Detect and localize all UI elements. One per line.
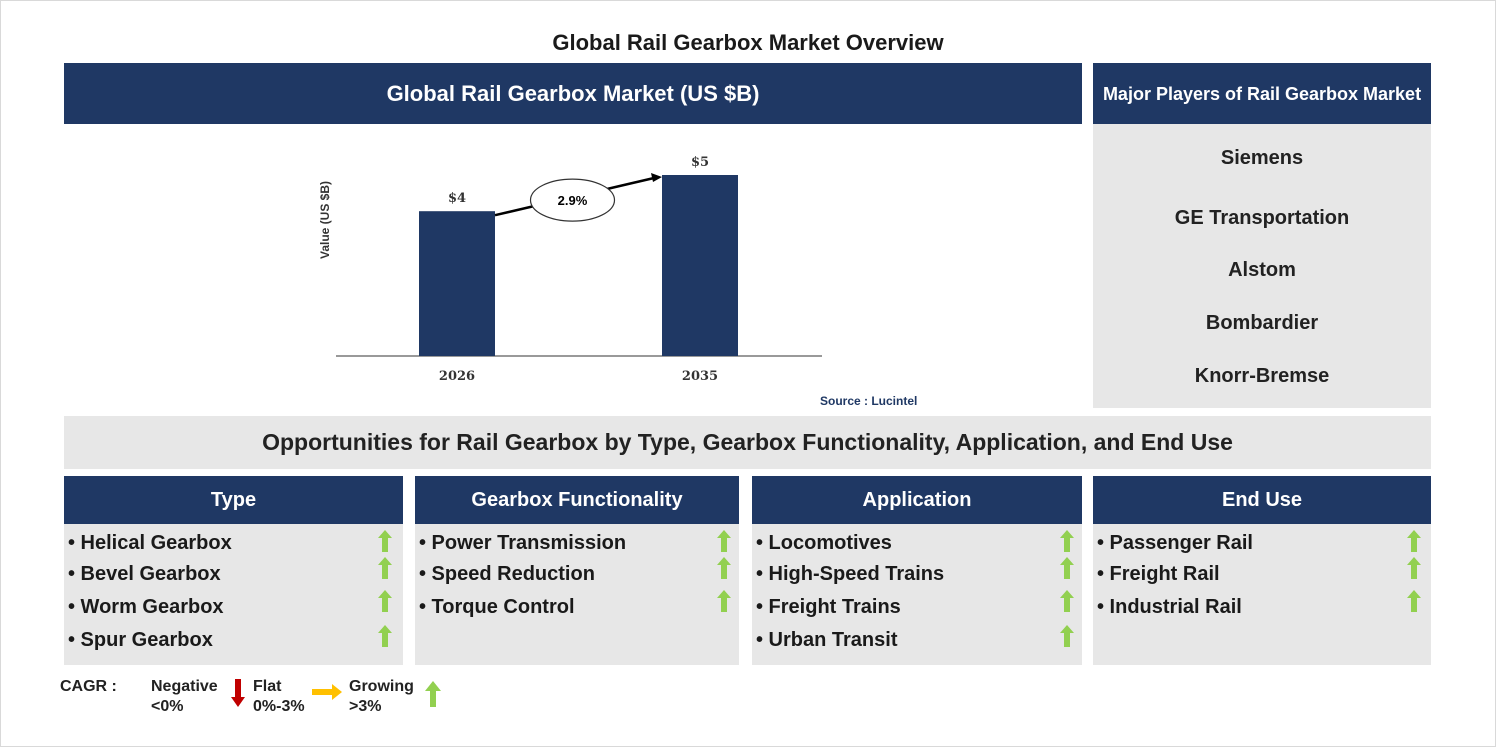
data-label: $5 [691, 155, 709, 170]
legend-flat: Flat 0%-3% [253, 677, 305, 717]
green-up-arrow-icon [1060, 557, 1074, 579]
legend-growing: Growing >3% [349, 677, 414, 717]
legend-negative-range: <0% [151, 698, 184, 715]
segment-header-type: Type [64, 476, 403, 524]
segment-header-end-use: End Use [1093, 476, 1431, 524]
segment-panel-type: • Helical Gearbox • Bevel Gearbox • Worm… [64, 524, 403, 665]
chart-header: Global Rail Gearbox Market (US $B) [64, 63, 1082, 124]
segment-item: • Bevel Gearbox [68, 563, 221, 585]
player-item: GE Transportation [1174, 207, 1350, 229]
legend-negative: Negative <0% [151, 677, 218, 717]
segment-item: • Locomotives [756, 532, 892, 554]
bars-layer [419, 175, 738, 356]
segment-item: • Passenger Rail [1097, 532, 1253, 554]
yellow-right-arrow-icon [312, 684, 342, 700]
segment-item: • Power Transmission [419, 532, 627, 554]
player-item: Alstom [1228, 259, 1296, 281]
player-item: Siemens [1220, 147, 1304, 169]
labels-layer: $4 2026 $5 2035 [439, 155, 718, 384]
legend-flat-label: Flat [253, 678, 282, 695]
player-item: Knorr-Bremse [1194, 365, 1330, 387]
bar-2026 [419, 211, 495, 356]
segment-panel-application: • Locomotives • High-Speed Trains • Frei… [752, 524, 1082, 665]
y-axis-label: Value (US $B) [318, 181, 332, 259]
legend-negative-label: Negative [151, 678, 218, 695]
bar-chart: Value (US $B) $4 2026 $5 2035 2.9% [318, 155, 822, 384]
green-up-arrow-icon [425, 681, 441, 707]
green-up-arrow-icon [378, 530, 392, 552]
segment-item: • Helical Gearbox [68, 532, 232, 554]
cagr-arrow-head [651, 173, 662, 182]
bar-2035 [662, 175, 738, 356]
legend-flat-range: 0%-3% [253, 698, 305, 715]
green-up-arrow-icon [378, 590, 392, 612]
segment-panel-end-use: • Passenger Rail • Freight Rail • Indust… [1093, 524, 1431, 665]
player-item: Bombardier [1205, 312, 1319, 334]
segment-item: • Industrial Rail [1097, 596, 1242, 618]
segment-item: • High-Speed Trains [756, 563, 945, 585]
green-up-arrow-icon [1060, 530, 1074, 552]
green-up-arrow-icon [717, 530, 731, 552]
segment-item: • Speed Reduction [419, 563, 595, 585]
cagr-bubble [529, 178, 616, 222]
segment-item: • Freight Rail [1097, 563, 1220, 585]
segment-panel-functionality: • Power Transmission • Speed Reduction •… [415, 524, 739, 665]
page-title: Global Rail Gearbox Market Overview [552, 30, 944, 55]
legend-cagr-label: CAGR : [60, 678, 117, 695]
players-panel: Siemens GE Transportation Alstom Bombard… [1093, 124, 1431, 408]
green-up-arrow-icon [717, 557, 731, 579]
segment-item: • Freight Trains [756, 596, 901, 618]
legend-growing-range: >3% [349, 698, 382, 715]
opportunities-banner: Opportunities for Rail Gearbox by Type, … [64, 416, 1431, 469]
cagr-label: 2.9% [558, 193, 588, 208]
green-up-arrow-icon [1407, 530, 1421, 552]
green-up-arrow-icon [378, 557, 392, 579]
green-up-arrow-icon [1060, 590, 1074, 612]
green-up-arrow-icon [1060, 625, 1074, 647]
segment-item: • Spur Gearbox [68, 629, 213, 651]
data-label: $4 [448, 191, 466, 206]
players-header: Major Players of Rail Gearbox Market [1093, 63, 1431, 124]
segment-item: • Torque Control [419, 596, 575, 618]
red-down-arrow-icon [231, 679, 245, 707]
segment-header-functionality: Gearbox Functionality [415, 476, 739, 524]
cagr-annotation: 2.9% [494, 173, 662, 222]
green-up-arrow-icon [378, 625, 392, 647]
segment-item: • Urban Transit [756, 629, 898, 651]
x-tick-label: 2035 [682, 369, 718, 384]
segment-item: • Worm Gearbox [68, 596, 224, 618]
legend-growing-label: Growing [349, 678, 414, 695]
segment-header-application: Application [752, 476, 1082, 524]
source-note: Source : Lucintel [820, 394, 918, 408]
x-tick-label: 2026 [439, 369, 475, 384]
green-up-arrow-icon [1407, 557, 1421, 579]
green-up-arrow-icon [717, 590, 731, 612]
green-up-arrow-icon [1407, 590, 1421, 612]
